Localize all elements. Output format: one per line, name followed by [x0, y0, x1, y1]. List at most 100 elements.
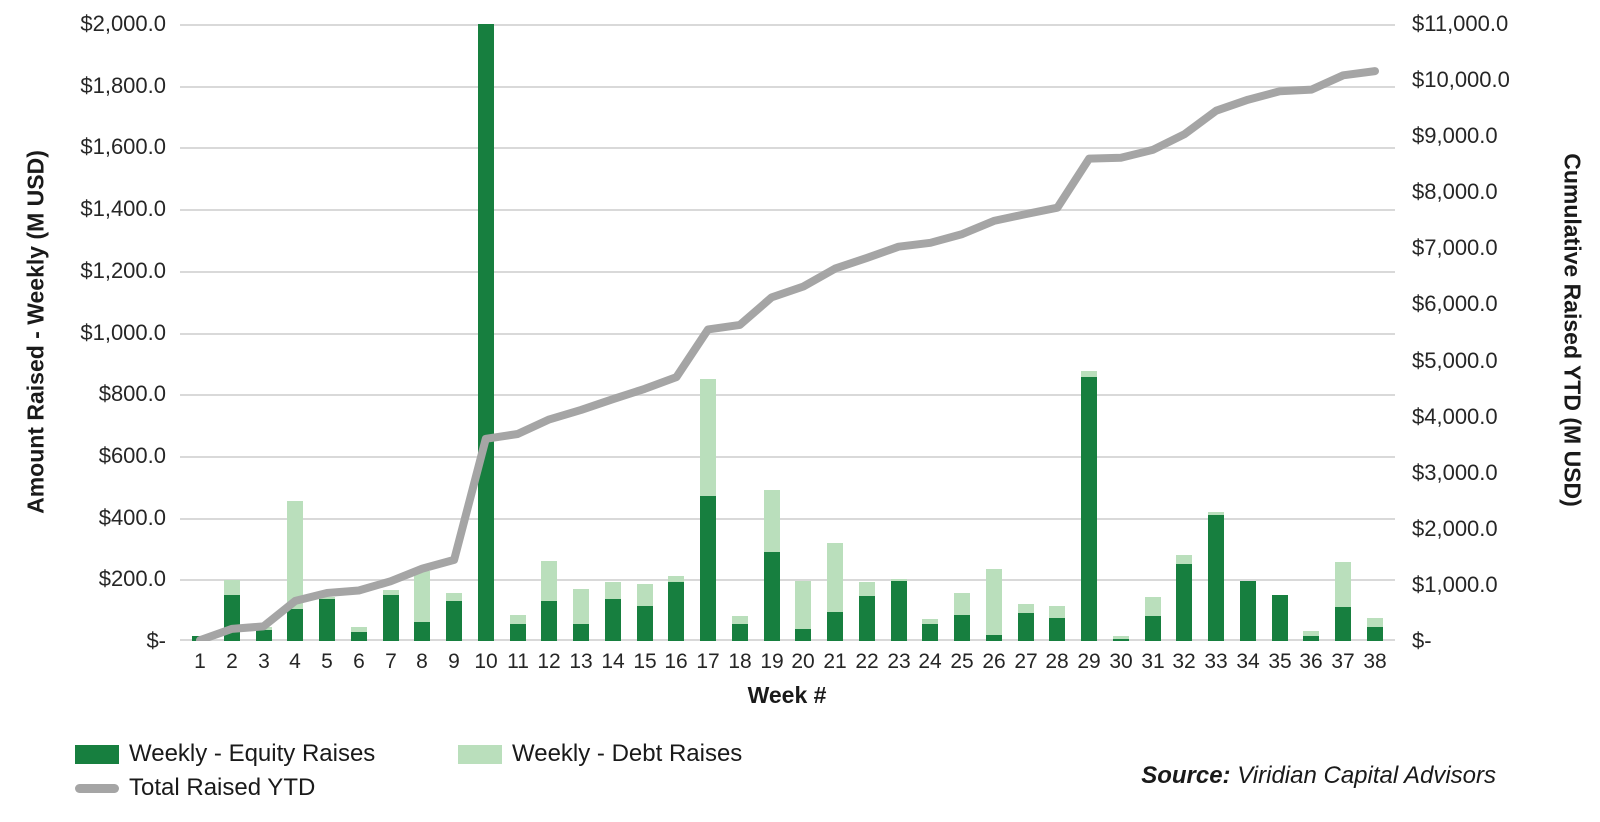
ytd-line-swatch [75, 783, 119, 793]
equity-bar-week-35 [1272, 595, 1288, 641]
debt-bar-week-26 [986, 569, 1002, 635]
right-axis-title: Cumulative Raised YTD (M USD) [1559, 153, 1586, 507]
x-tick-label: 14 [601, 650, 625, 673]
gridline [180, 147, 1395, 149]
x-tick-label: 28 [1045, 650, 1069, 673]
x-tick-label: 3 [258, 650, 270, 673]
gridline [180, 271, 1395, 273]
axis-tick-label: $5,000.0 [1412, 348, 1498, 373]
equity-bar-week-11 [510, 624, 526, 641]
ytd-line-path [196, 67, 1379, 641]
gridline [180, 333, 1395, 335]
debt-bar-week-9 [446, 593, 462, 601]
axis-tick-label: $2,000.0 [80, 11, 166, 36]
debt-bar-week-5 [319, 597, 335, 599]
axis-tick-label: $6,000.0 [1412, 291, 1498, 316]
axis-tick-label: $4,000.0 [1412, 404, 1498, 429]
axis-tick-label: $11,000.0 [1412, 11, 1509, 36]
gridline [180, 24, 1395, 26]
axis-tick-label: $1,000.0 [1412, 572, 1498, 597]
x-tick-label: 11 [507, 650, 529, 673]
equity-bar-week-3 [256, 630, 272, 641]
debt-bar-week-14 [605, 582, 621, 599]
x-tick-label: 13 [569, 650, 593, 673]
x-tick-label: 17 [696, 650, 720, 673]
x-tick-label: 36 [1299, 650, 1323, 673]
x-tick-label: 1 [194, 650, 206, 673]
gridline [180, 86, 1395, 88]
axis-tick-label: $1,400.0 [80, 196, 166, 221]
equity-bar-week-6 [351, 632, 367, 641]
debt-bar-week-21 [827, 543, 843, 612]
axis-tick-label: $2,000.0 [1412, 516, 1498, 541]
equity-bar-week-26 [986, 635, 1002, 641]
equity-bar-week-16 [668, 582, 684, 641]
axis-tick-label: $1,200.0 [80, 258, 166, 283]
legend-label-equity: Weekly - Equity Raises [129, 740, 376, 767]
x-tick-label: 15 [633, 650, 657, 673]
gridline [180, 456, 1395, 458]
debt-bar-week-37 [1335, 562, 1351, 607]
x-axis-title: Week # [747, 682, 827, 708]
debt-bar-week-24 [922, 619, 938, 624]
debt-bar-week-22 [859, 582, 875, 596]
equity-bar-week-19 [764, 552, 780, 641]
axis-tick-label: $- [146, 628, 166, 653]
debt-bar-week-31 [1145, 597, 1161, 616]
debt-bar-week-13 [573, 589, 589, 624]
source-name: Viridian Capital Advisors [1230, 762, 1496, 789]
x-tick-label: 18 [728, 650, 752, 673]
equity-bar-week-37 [1335, 607, 1351, 641]
legend-item-ytd: Total Raised YTD [75, 774, 315, 802]
axis-tick-label: $1,000.0 [80, 320, 166, 345]
equity-bar-week-23 [891, 581, 907, 641]
axis-tick-label: $8,000.0 [1412, 179, 1498, 204]
axis-tick-label: $400.0 [98, 505, 166, 530]
ytd-line [196, 67, 1379, 641]
plot-area [180, 24, 1395, 641]
debt-bar-week-7 [383, 590, 399, 595]
debt-bar-week-20 [795, 581, 811, 629]
axis-tick-label: $10,000.0 [1412, 67, 1510, 92]
x-tick-label: 4 [289, 650, 301, 673]
equity-bar-week-8 [414, 622, 430, 641]
equity-bar-week-31 [1145, 616, 1161, 641]
equity-bar-week-14 [605, 599, 621, 641]
equity-swatch [75, 744, 119, 764]
equity-bar-week-9 [446, 601, 462, 641]
x-tick-label: 2 [226, 650, 238, 673]
equity-bar-week-25 [954, 615, 970, 641]
debt-bar-week-18 [732, 616, 748, 624]
x-tick-label: 30 [1109, 650, 1133, 673]
axis-tick-label: $1,600.0 [80, 134, 166, 159]
equity-bar-week-4 [287, 609, 303, 641]
equity-bar-week-28 [1049, 618, 1065, 641]
axis-tick-label: $7,000.0 [1412, 235, 1498, 260]
debt-bar-week-2 [224, 580, 240, 595]
axis-tick-label: $200.0 [98, 566, 166, 591]
equity-bar-week-18 [732, 624, 748, 641]
debt-bar-week-6 [351, 627, 367, 632]
equity-bar-week-30 [1113, 639, 1129, 641]
debt-bar-week-16 [668, 576, 684, 582]
equity-bar-week-27 [1018, 613, 1034, 641]
x-tick-label: 12 [537, 650, 561, 673]
x-tick-label: 37 [1331, 650, 1355, 673]
x-tick-label: 29 [1077, 650, 1101, 673]
x-tick-label: 38 [1363, 650, 1387, 673]
x-tick-label: 31 [1141, 650, 1165, 673]
legend-item-debt: Weekly - Debt Raises [458, 740, 742, 768]
gridline [180, 209, 1395, 211]
axis-tick-label: $9,000.0 [1412, 123, 1498, 148]
x-tick-label: 5 [321, 650, 333, 673]
x-tick-label: 19 [760, 650, 784, 673]
equity-bar-week-17 [700, 496, 716, 641]
x-tick-label: 22 [855, 650, 879, 673]
debt-bar-week-8 [414, 571, 430, 622]
debt-bar-week-30 [1113, 636, 1129, 639]
axis-tick-label: $1,800.0 [80, 73, 166, 98]
x-tick-label: 6 [353, 650, 365, 673]
x-tick-label: 10 [474, 650, 498, 673]
debt-bar-week-29 [1081, 371, 1097, 377]
gridline [180, 639, 1395, 641]
